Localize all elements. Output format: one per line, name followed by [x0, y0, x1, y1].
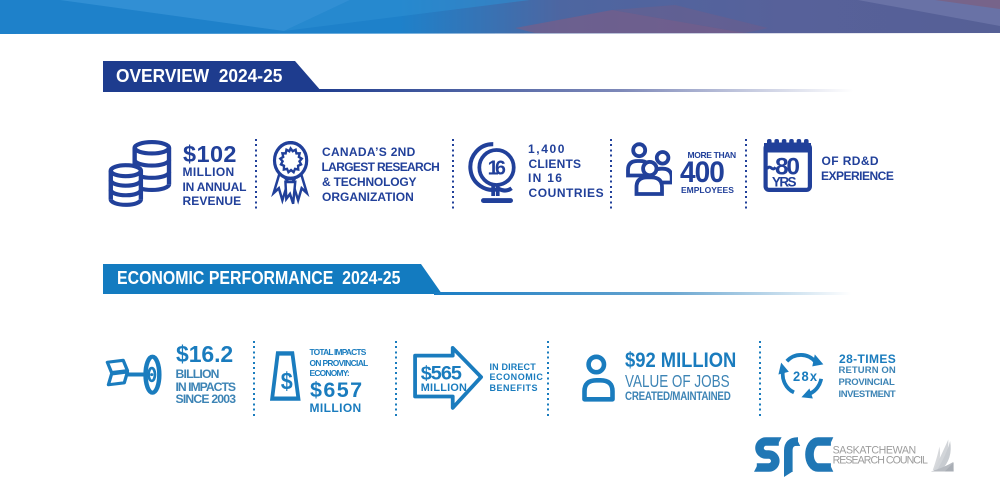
- svg-text:$: $: [281, 367, 293, 395]
- svg-text:16: 16: [488, 157, 506, 179]
- svg-text:SASKATCHEWAN: SASKATCHEWAN: [833, 445, 917, 457]
- svg-text:YRS: YRS: [771, 175, 796, 190]
- svg-text:MILLION: MILLION: [421, 382, 467, 394]
- svg-text:$565: $565: [421, 363, 462, 385]
- svg-text:28x: 28x: [793, 368, 818, 383]
- svg-text:80: 80: [775, 153, 800, 180]
- svg-text:RESEARCH COUNCIL: RESEARCH COUNCIL: [833, 454, 929, 466]
